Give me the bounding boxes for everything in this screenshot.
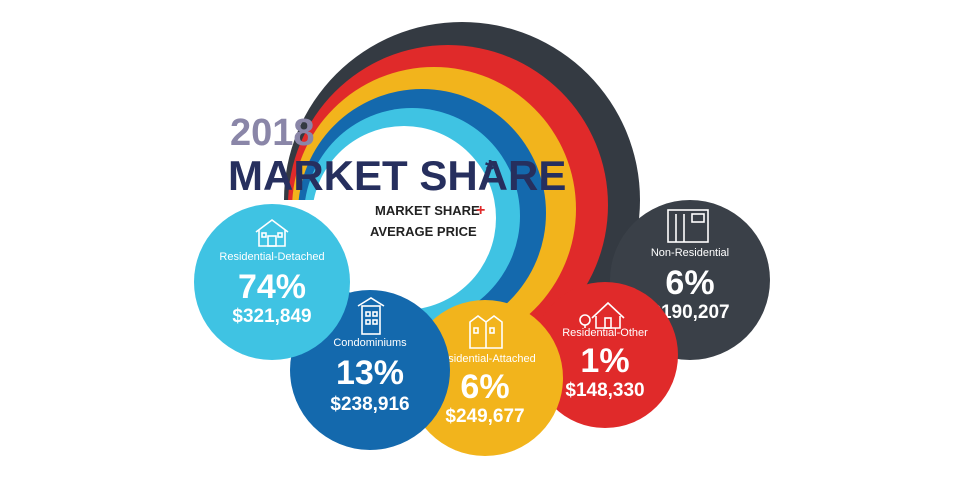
segment-price: $238,916 (330, 394, 409, 415)
segment-price: $190,207 (650, 302, 729, 323)
segment-bubble: Residential-Other 1% $148,330 (532, 282, 678, 428)
arc-center (312, 126, 496, 310)
segment-bubble: Residential-Detached 74% $321,849 (194, 204, 350, 360)
segment-label: Non-Residential (651, 247, 729, 259)
title-year: 2018 (230, 112, 315, 154)
segment-share: 6% (665, 264, 714, 302)
segment-share: 13% (336, 354, 404, 392)
segment-share: 1% (580, 342, 629, 380)
bubble (532, 282, 678, 428)
title-asterisk: * (485, 154, 496, 184)
icon (255, 219, 289, 247)
segment-price: $249,677 (445, 406, 524, 427)
bubble (194, 204, 350, 360)
segment-price: $148,330 (565, 380, 644, 401)
segment-share: 74% (238, 268, 306, 306)
segment-label: Residential-Other (562, 327, 648, 339)
segment-label: Condominiums (333, 337, 407, 349)
segment-label: Residential-Detached (219, 251, 324, 263)
title-main: MARKET SHARE (228, 152, 566, 199)
segment-label: Residential-Attached (434, 353, 536, 365)
icon (667, 209, 709, 243)
subtitle-plus: + (476, 202, 485, 219)
segment-price: $321,849 (232, 306, 311, 327)
icon (579, 301, 625, 329)
icon (357, 297, 385, 335)
segment-bubble: Residential-Attached 6% $249,677 (407, 300, 563, 456)
icon (469, 315, 503, 349)
segment-share: 6% (460, 368, 509, 406)
subtitle-line1: MARKET SHARE (375, 203, 480, 218)
bubble (407, 300, 563, 456)
subtitle-line2: AVERAGE PRICE (370, 224, 477, 239)
